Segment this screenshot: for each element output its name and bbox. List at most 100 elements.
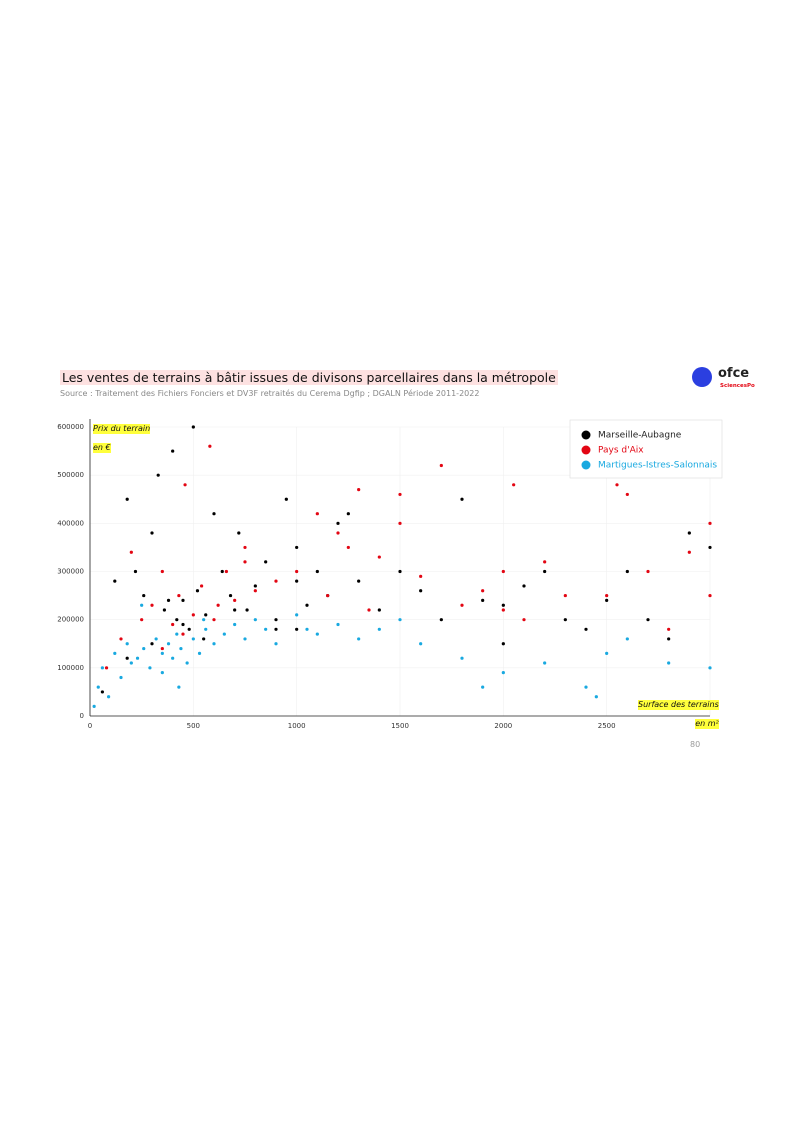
point — [708, 666, 712, 670]
point — [625, 569, 629, 574]
point — [179, 646, 183, 651]
point — [367, 608, 371, 612]
point — [212, 642, 216, 646]
point — [142, 593, 146, 598]
point — [187, 627, 191, 631]
point — [646, 569, 650, 574]
point — [419, 589, 423, 593]
x-tick-label: 1000 — [288, 722, 306, 730]
point — [233, 622, 237, 627]
point — [104, 666, 109, 670]
point — [336, 531, 340, 535]
point — [398, 618, 402, 622]
point — [336, 521, 340, 525]
point — [181, 622, 185, 627]
point — [501, 603, 505, 607]
point — [512, 483, 516, 487]
point — [377, 627, 381, 631]
point — [160, 671, 164, 675]
point — [501, 671, 505, 675]
legend-marker — [581, 460, 591, 470]
point — [150, 642, 154, 646]
point — [202, 618, 206, 622]
y-label-line: en € — [93, 443, 111, 453]
point — [160, 569, 164, 574]
legend-label: Pays d'Aix — [598, 446, 644, 456]
point — [160, 646, 164, 651]
point — [100, 666, 104, 670]
point — [346, 545, 350, 550]
point — [208, 444, 212, 448]
point — [107, 695, 111, 699]
point — [708, 593, 712, 598]
point — [625, 637, 629, 641]
point — [605, 598, 609, 603]
point — [156, 473, 160, 477]
point — [204, 613, 208, 617]
page-number: 80 — [690, 740, 701, 749]
y-tick-label: 200000 — [57, 616, 84, 624]
point — [460, 603, 464, 607]
point — [202, 637, 206, 641]
point — [625, 492, 629, 497]
legend-box — [569, 419, 723, 479]
point — [171, 656, 175, 660]
point — [274, 642, 278, 646]
point — [501, 642, 505, 646]
point — [584, 627, 588, 631]
x-tick-label: 1500 — [391, 722, 409, 730]
point — [222, 632, 226, 636]
point — [191, 425, 195, 429]
point — [315, 512, 319, 516]
point — [481, 685, 485, 689]
x-tick-label: 2500 — [598, 722, 616, 730]
point — [243, 560, 247, 564]
point — [183, 483, 187, 487]
point — [357, 637, 361, 641]
point — [543, 569, 547, 574]
point — [160, 651, 164, 655]
y-tick-label: 400000 — [57, 519, 84, 527]
point — [113, 651, 117, 655]
point — [346, 512, 350, 516]
x-axis-label: Surface des terrains en m² — [638, 692, 719, 730]
point — [667, 661, 671, 665]
point — [543, 560, 547, 564]
point — [216, 603, 220, 607]
source: Source : Traitement des Fichiers Foncier… — [60, 389, 480, 398]
point — [253, 584, 257, 588]
y-axis-label: Prix du terrain en € — [93, 416, 151, 454]
x-label-line: Surface des terrains — [638, 700, 719, 710]
point — [377, 555, 381, 559]
point — [295, 579, 299, 583]
point — [177, 685, 181, 689]
point — [171, 622, 175, 627]
logo: ofce — [718, 366, 750, 381]
logo-sub: SciencesPo — [720, 383, 755, 389]
point — [253, 618, 257, 622]
point — [315, 569, 319, 574]
point — [150, 603, 154, 607]
point — [439, 618, 443, 622]
point — [274, 618, 278, 622]
point — [125, 497, 129, 501]
point — [243, 637, 247, 641]
point — [264, 627, 268, 631]
point — [191, 637, 195, 641]
point — [481, 589, 485, 593]
point — [305, 603, 309, 607]
point — [274, 579, 278, 583]
point — [398, 569, 402, 574]
point — [315, 632, 319, 636]
legend-label: Marseille-Aubagne — [598, 431, 682, 441]
point — [113, 579, 117, 583]
point — [185, 661, 189, 665]
point — [142, 646, 146, 651]
point — [243, 545, 247, 550]
point — [200, 584, 204, 588]
point — [228, 593, 233, 598]
point — [460, 656, 464, 660]
point — [284, 497, 288, 501]
point — [245, 608, 249, 612]
legend-label: Martigues-Istres-Salonnais — [598, 461, 717, 471]
